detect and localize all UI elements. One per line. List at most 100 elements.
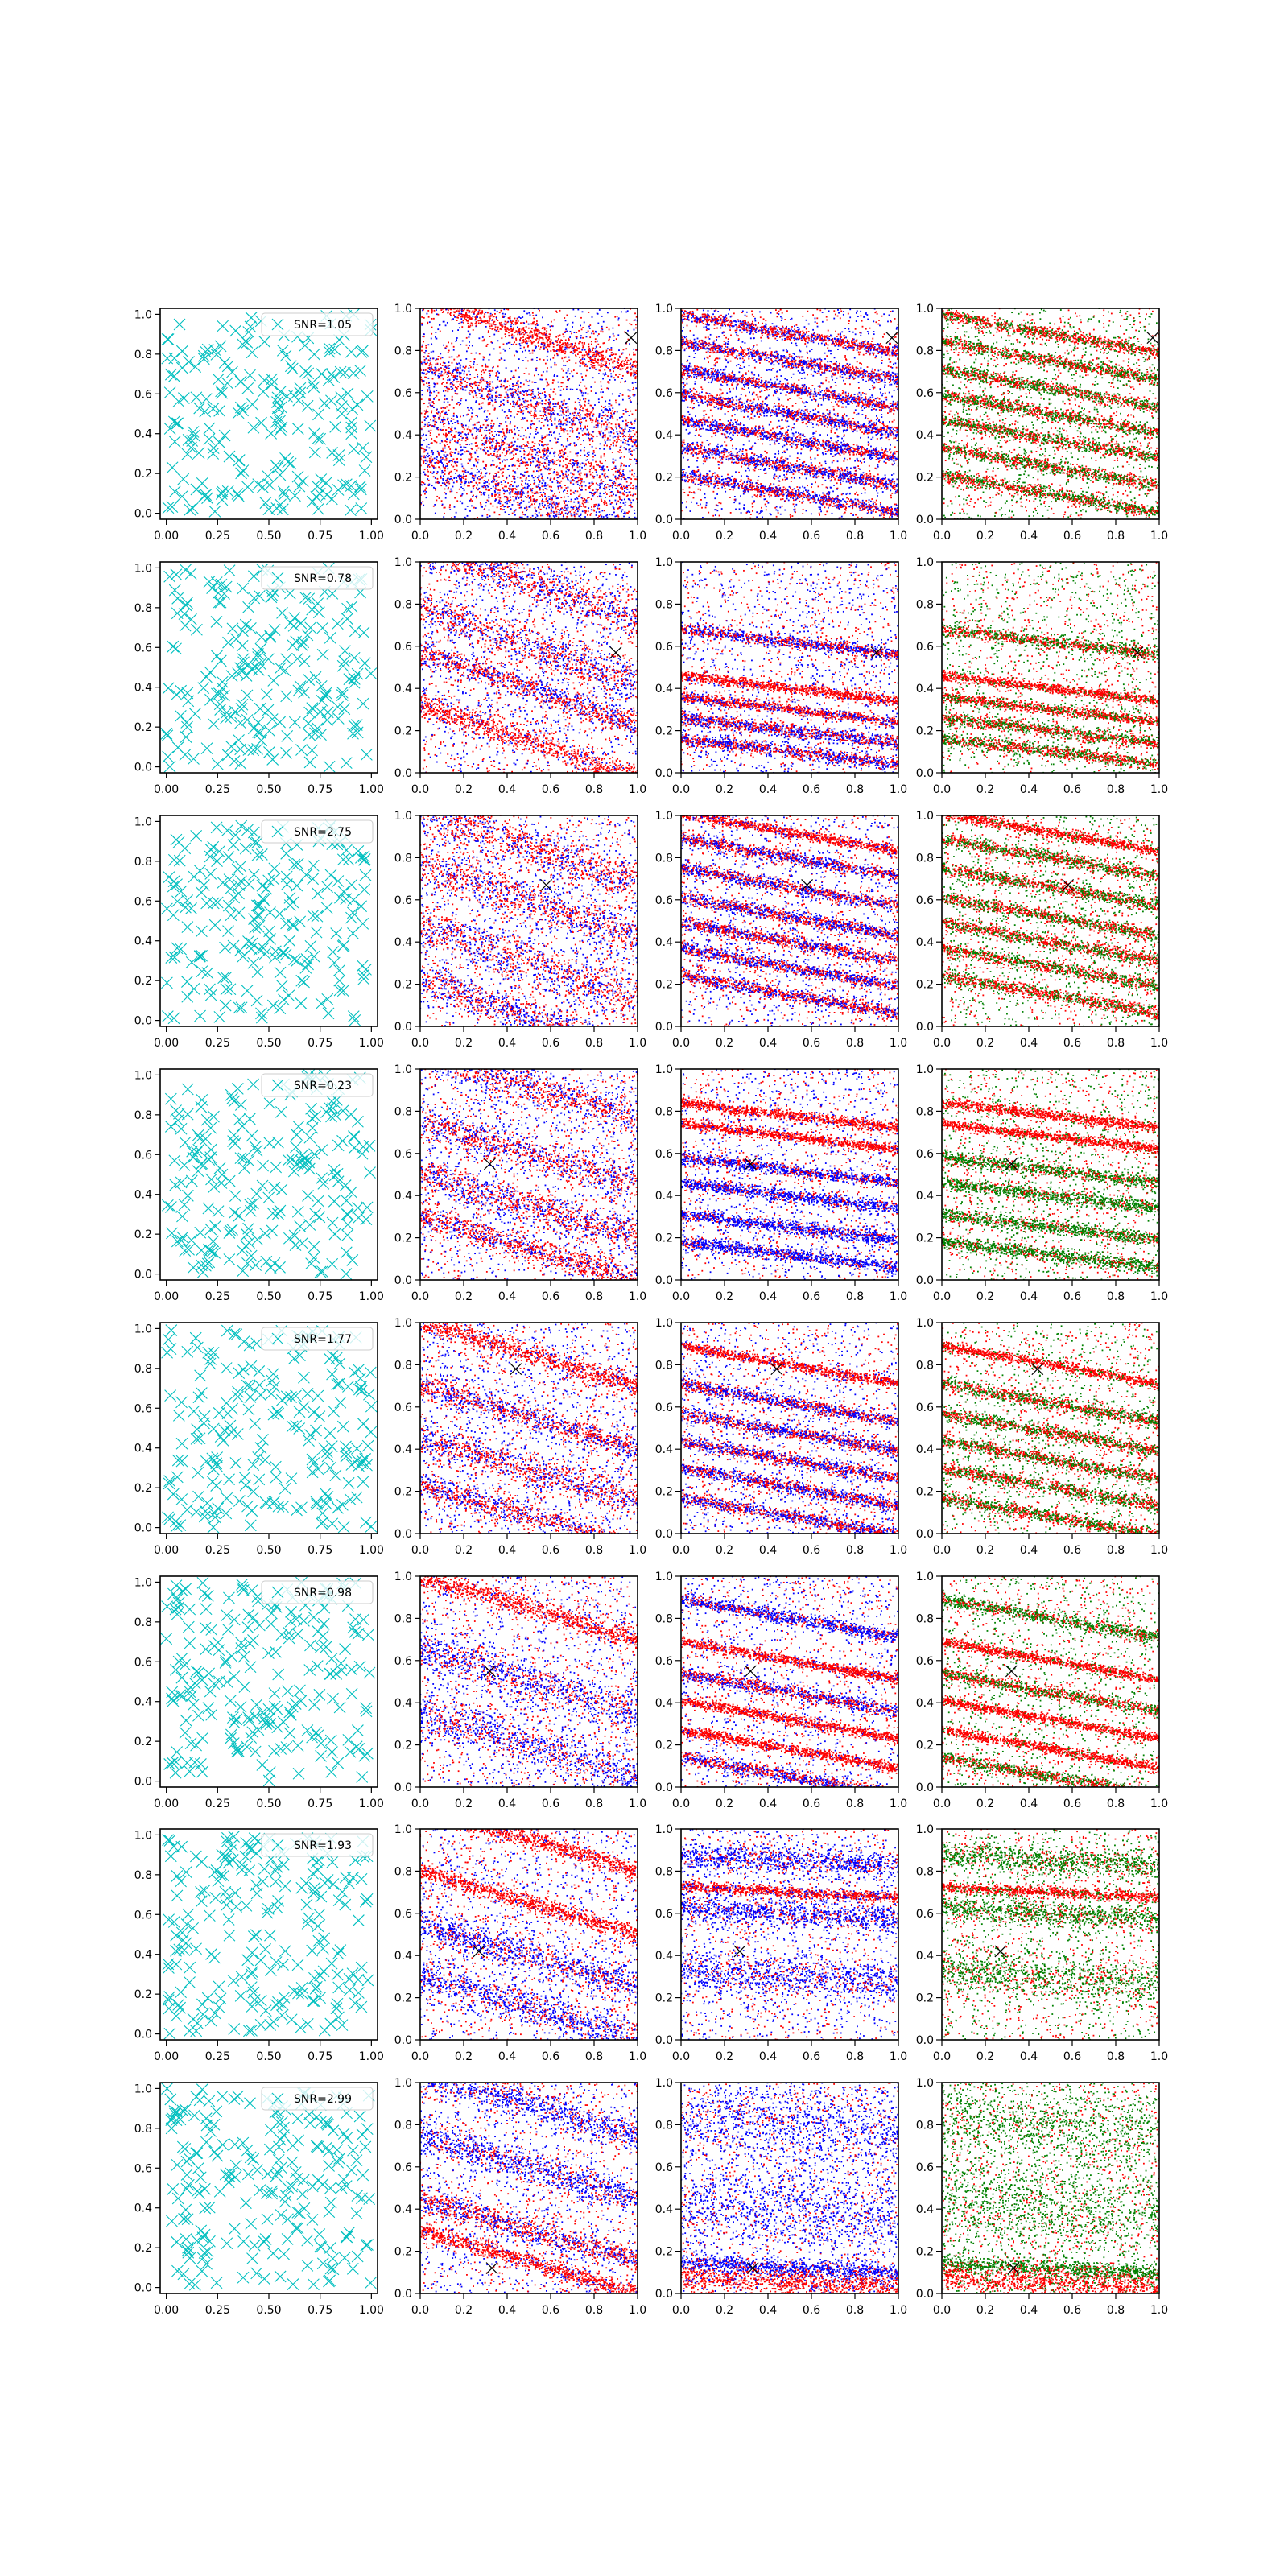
point [489,325,491,327]
point [543,485,545,487]
point [440,296,442,298]
point [576,356,577,357]
point [535,406,537,407]
point [580,362,582,364]
point [555,438,556,440]
point [469,394,471,395]
point [423,292,425,294]
point [519,463,521,464]
point [445,412,447,414]
point [547,385,548,386]
point [445,433,447,435]
point [609,427,610,428]
point [436,338,437,340]
point [494,495,496,497]
point [554,319,555,320]
point [555,419,556,421]
point [542,316,543,318]
point [573,346,575,348]
point [553,379,555,381]
point [543,415,544,417]
point [616,439,617,440]
point [428,353,430,354]
point [613,437,614,439]
point [581,481,583,483]
point [431,299,432,300]
point [435,364,436,365]
point [438,369,440,371]
point [445,386,447,387]
point [601,456,602,457]
point [589,440,591,441]
point [598,398,600,400]
point [619,539,621,540]
x-marker [292,423,303,435]
point [504,460,506,461]
point [507,398,509,399]
point [480,320,481,321]
point [622,399,624,401]
point [469,315,470,316]
point [540,332,542,333]
point [630,431,632,432]
point [627,360,629,361]
point [614,485,616,486]
point [605,441,606,443]
point [439,454,440,456]
point [630,487,632,489]
point [462,388,464,390]
point [474,311,476,312]
point [582,462,584,464]
point [447,414,448,415]
point [477,382,479,383]
point [428,359,430,361]
point [465,444,467,445]
point [556,426,558,427]
x-marker [248,422,259,433]
point [595,361,597,363]
point [589,336,591,338]
point [543,492,545,493]
point [607,484,609,485]
point [627,310,629,312]
point [501,357,502,359]
point [576,455,578,456]
point [615,466,617,468]
point [606,466,608,468]
point [582,358,584,360]
point [538,460,539,462]
point [544,345,546,347]
point [446,481,448,483]
point [605,434,606,436]
point [455,311,456,312]
point [440,415,441,417]
point [622,493,624,494]
point [630,366,631,368]
point [544,411,546,413]
point [466,374,468,375]
point [443,378,444,380]
point [600,469,601,470]
point [444,445,446,447]
point [451,429,452,431]
point [584,404,585,406]
point [499,445,501,447]
x-tick-label: 1.00 [359,530,384,543]
point [607,477,609,478]
point [502,487,504,489]
point [597,491,598,493]
point [434,310,436,312]
point [464,471,465,473]
point [568,507,569,509]
point [466,437,468,439]
point [469,365,471,366]
point [492,390,493,391]
point [597,508,598,510]
point [489,370,490,372]
point [580,325,581,327]
point [632,445,634,447]
point [594,348,596,349]
point [498,443,500,444]
point [522,438,524,440]
point [589,367,591,369]
